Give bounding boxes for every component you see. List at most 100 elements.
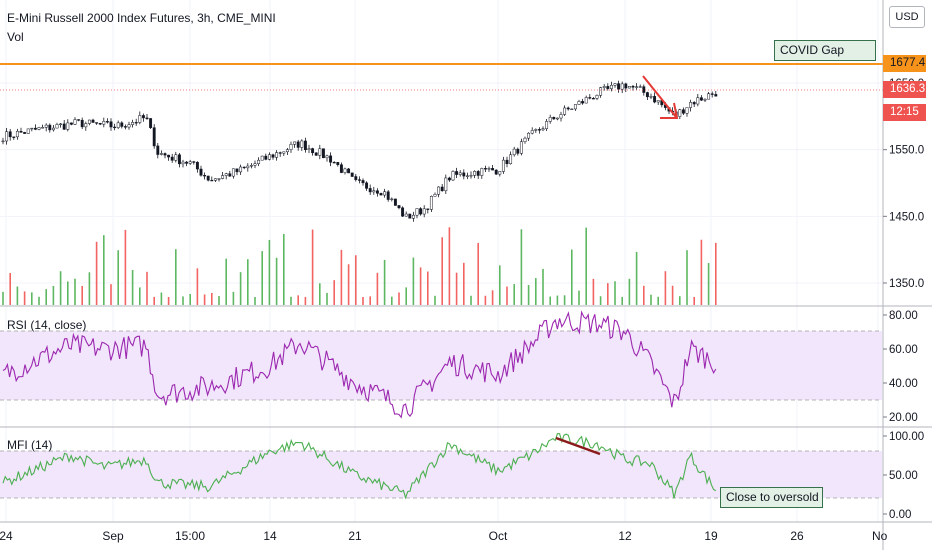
candle-body: [692, 102, 696, 105]
candle-body: [102, 121, 106, 125]
candle-body: [437, 186, 441, 195]
candle-body: [192, 161, 196, 163]
candle-body: [167, 154, 171, 158]
last-price-tag: 1636.3: [883, 81, 926, 98]
candle-body: [145, 117, 149, 119]
volume-bar: [628, 278, 631, 305]
pullback-arrow[interactable]: [642, 75, 679, 119]
candle-body: [127, 124, 131, 128]
volume-bar: [585, 227, 587, 305]
candle-body: [134, 122, 138, 124]
volume-bar: [455, 272, 458, 305]
candle-body: [98, 122, 102, 125]
candle-body: [26, 128, 30, 134]
candle-body: [519, 141, 523, 154]
volume-bar: [484, 295, 487, 305]
mfi-pane-label[interactable]: MFI (14): [7, 438, 53, 452]
candle-body: [307, 148, 311, 151]
oversold-note[interactable]: Close to oversold: [720, 487, 823, 508]
candle-body: [278, 152, 282, 154]
rsi-tick-label: 40.00: [889, 378, 918, 390]
candle-body: [329, 155, 333, 163]
candle-body: [318, 148, 322, 156]
candle-body: [555, 117, 559, 120]
candle-body: [203, 175, 207, 177]
volume-bar: [175, 249, 177, 305]
candle-body: [516, 148, 520, 154]
candle-body: [321, 148, 325, 159]
candle-body: [527, 132, 531, 139]
candle-body: [512, 148, 516, 156]
volume-bar: [607, 283, 609, 305]
volume-bar: [499, 265, 501, 305]
candle-body: [559, 114, 563, 119]
x-tick-label: No: [872, 529, 888, 543]
candle-body: [386, 191, 390, 200]
candle-body: [627, 85, 631, 89]
volume-bar: [391, 296, 393, 305]
candle-body: [451, 171, 455, 181]
candle-body: [62, 123, 66, 130]
volume-bar: [427, 271, 429, 305]
currency-button[interactable]: USD: [889, 6, 925, 28]
candle-body: [177, 154, 181, 165]
candle-body: [617, 83, 621, 90]
candle-body: [116, 122, 120, 128]
volume-bar: [347, 264, 350, 305]
rsi-pane-label[interactable]: RSI (14, close): [7, 318, 87, 332]
candle-body: [91, 119, 95, 123]
candle-body: [23, 132, 27, 134]
volume-bar: [52, 285, 55, 305]
volume-bar: [196, 268, 199, 305]
volume-bar: [571, 249, 573, 305]
candle-body: [37, 127, 41, 130]
candle-body: [588, 97, 592, 99]
symbol-title[interactable]: E-Mini Russell 2000 Index Futures, 3h, C…: [7, 11, 276, 25]
candle-body: [649, 96, 653, 98]
x-tick-label: 21: [348, 529, 362, 543]
volume-bar: [31, 292, 33, 305]
volume-bar: [383, 259, 386, 305]
covid-gap-note[interactable]: COVID Gap: [774, 40, 876, 61]
candle-body: [541, 128, 545, 131]
candle-body: [707, 93, 711, 100]
x-tick-label: 19: [704, 529, 718, 543]
candle-body: [199, 168, 203, 176]
candle-body: [336, 162, 340, 165]
pullback-arrow-head: [660, 102, 679, 119]
volume-bar: [664, 271, 667, 305]
volume-bar: [239, 272, 242, 305]
candle-body: [624, 83, 628, 89]
candle-body: [282, 151, 286, 154]
volume-bar: [9, 273, 11, 305]
candle-body: [296, 141, 300, 148]
candle-body: [573, 104, 577, 110]
candle-body: [602, 86, 606, 88]
mfi-divergence-line[interactable]: [555, 436, 601, 456]
candle-body: [73, 119, 77, 125]
candle-body: [397, 205, 401, 209]
candle-body: [33, 127, 37, 130]
volume-bar: [23, 291, 26, 305]
rsi-band: [0, 331, 882, 400]
candle-body: [195, 161, 199, 170]
candle-body: [300, 140, 304, 148]
volume-label[interactable]: Vol: [7, 30, 24, 44]
candle-body: [55, 124, 59, 129]
volume-bar: [686, 250, 688, 305]
volume-bar: [599, 296, 602, 305]
x-tick-label: Sep: [102, 529, 124, 543]
candle-body: [545, 121, 549, 129]
volume-bar: [707, 263, 710, 305]
volume-bar: [527, 285, 530, 305]
volume-bar: [477, 242, 479, 305]
volume-bar: [38, 296, 40, 305]
candle-body: [246, 165, 250, 169]
mfi-tick-label: 100.00: [889, 431, 924, 443]
candle-body: [534, 129, 538, 131]
candle-body: [253, 163, 257, 166]
candle-body: [206, 175, 210, 181]
candle-body: [509, 154, 513, 164]
candle-body: [303, 140, 307, 151]
